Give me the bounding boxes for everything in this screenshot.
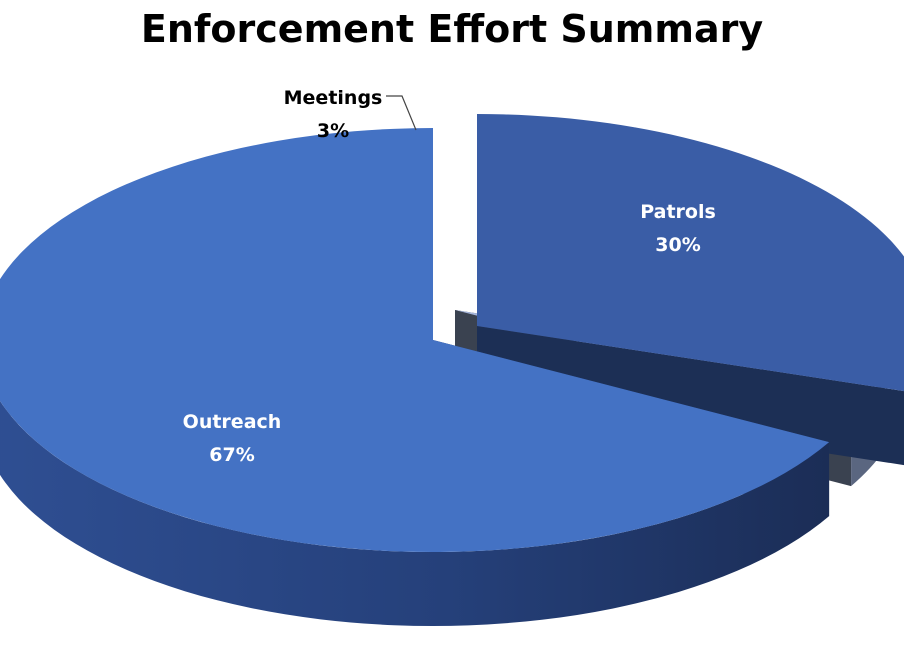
pie-slice-patrols [477,114,904,466]
slice-value-meetings: 3% [317,120,349,142]
slice-label-outreach: Outreach [183,411,282,433]
slice-label-meetings: Meetings [284,87,383,109]
slice-label-patrols: Patrols [640,201,716,223]
chart-title: Enforcement Effort Summary [140,7,764,51]
meetings-leader-line [386,95,417,131]
pie-slice-outreach [0,128,830,626]
slice-value-patrols: 30% [655,234,700,256]
slice-value-outreach: 67% [209,444,254,466]
